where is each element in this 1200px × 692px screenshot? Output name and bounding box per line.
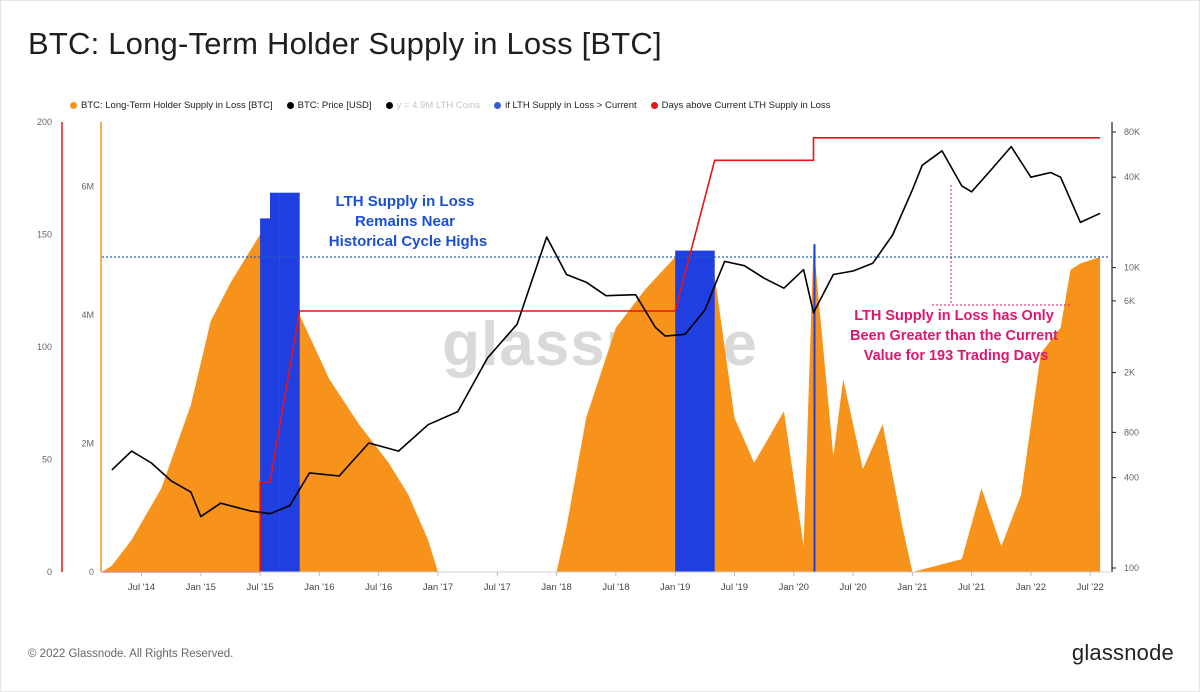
highlight-band-5	[813, 244, 816, 572]
tick-price-6K: 6K	[1124, 296, 1135, 306]
tick-x-4: Jul '16	[365, 582, 392, 593]
tick-supply-6M: 6M	[81, 181, 94, 191]
highlight-band-2	[270, 192, 280, 572]
tick-x-7: Jan '18	[541, 582, 571, 593]
supply-area	[102, 192, 1101, 572]
legend-item-highlight[interactable]: if LTH Supply in Loss > Current	[494, 100, 637, 111]
tick-price-100: 100	[1124, 563, 1139, 573]
tick-x-13: Jan '21	[897, 582, 927, 593]
tick-x-10: Jul '19	[721, 582, 748, 593]
tick-supply-2M: 2M	[81, 438, 94, 448]
tick-x-5: Jan '17	[423, 582, 453, 593]
days-line-group	[102, 137, 1101, 573]
tick-x-14: Jul '21	[958, 582, 985, 593]
legend-dot-price	[286, 102, 294, 109]
tick-price-80K: 80K	[1124, 127, 1140, 137]
axes-group	[61, 122, 1113, 573]
tick-x-0: Jul '14	[128, 582, 155, 593]
legend-label-threshold: y = 4.9M LTH Coins	[396, 100, 481, 111]
tick-supply-0: 0	[89, 567, 94, 577]
tick-x-16: Jul '22	[1077, 582, 1104, 593]
legend-item-supply[interactable]: BTC: Long-Term Holder Supply in Loss [BT…	[70, 100, 273, 111]
annotation-pink-line-3: Value for 193 Trading Days	[864, 348, 1049, 364]
annotation-blue-line-3: Historical Cycle Highs	[329, 233, 487, 250]
days-line	[102, 137, 1101, 573]
chart-title: BTC: Long-Term Holder Supply in Loss [BT…	[28, 26, 662, 61]
tick-days-150: 150	[37, 230, 52, 240]
legend-item-threshold[interactable]: y = 4.9M LTH Coins	[385, 100, 481, 111]
ticks-group: 0 50 100 150 200 0 2M 4M 6M 100 400 800 2K 6K 10K 40K 80…	[37, 117, 1140, 593]
tick-x-1: Jan '15	[186, 582, 216, 593]
tick-x-12: Jul '20	[840, 582, 867, 593]
legend-dot-threshold	[385, 102, 393, 109]
tick-x-9: Jan '19	[660, 582, 690, 593]
tick-x-6: Jul '17	[484, 582, 511, 593]
tick-x-2: Jul '15	[247, 582, 274, 593]
legend-dot-highlight	[494, 102, 502, 109]
tick-x-11: Jan '20	[779, 582, 809, 593]
legend-label-days: Days above Current LTH Supply in Loss	[661, 100, 831, 111]
legend-dot-supply	[70, 102, 77, 109]
legend-label-highlight: if LTH Supply in Loss > Current	[505, 100, 637, 111]
supply-area-group	[102, 192, 1101, 572]
tick-days-200: 200	[37, 117, 52, 127]
tick-price-800: 800	[1124, 427, 1139, 437]
tick-price-40K: 40K	[1124, 172, 1140, 182]
tick-days-50: 50	[42, 455, 52, 465]
tick-days-0: 0	[47, 567, 52, 577]
tick-price-400: 400	[1124, 473, 1139, 483]
legend-dot-days	[650, 102, 658, 109]
tick-days-100: 100	[37, 342, 52, 352]
highlight-band-1	[260, 218, 270, 572]
tick-x-15: Jan '22	[1016, 582, 1046, 593]
highlight-band-3	[279, 192, 300, 572]
tick-supply-4M: 4M	[81, 310, 94, 320]
annotation-pink-line-2: Been Greater than the Current	[850, 328, 1058, 344]
tick-x-3: Jan '16	[304, 582, 334, 593]
copyright-footer: © 2022 Glassnode. All Rights Reserved.	[28, 648, 234, 660]
tick-price-10K: 10K	[1124, 263, 1140, 273]
legend-label-price: BTC: Price [USD]	[297, 100, 372, 111]
legend-item-days[interactable]: Days above Current LTH Supply in Loss	[650, 100, 831, 111]
legend-item-price[interactable]: BTC: Price [USD]	[286, 100, 372, 111]
tick-x-8: Jul '18	[602, 582, 629, 593]
annotation-blue-line-1: LTH Supply in Loss	[336, 193, 475, 210]
annotation-blue-line-2: Remains Near	[355, 213, 455, 230]
price-line-group	[111, 145, 1101, 518]
legend-label-supply: BTC: Long-Term Holder Supply in Loss [BT…	[81, 100, 273, 111]
legend: BTC: Long-Term Holder Supply in Loss [BT…	[70, 100, 830, 111]
brand-logo[interactable]: glassnode	[1071, 640, 1174, 665]
price-line	[111, 145, 1101, 518]
annotation-pink-line-1: LTH Supply in Loss has Only	[854, 308, 1054, 324]
tick-price-2K: 2K	[1124, 368, 1135, 378]
